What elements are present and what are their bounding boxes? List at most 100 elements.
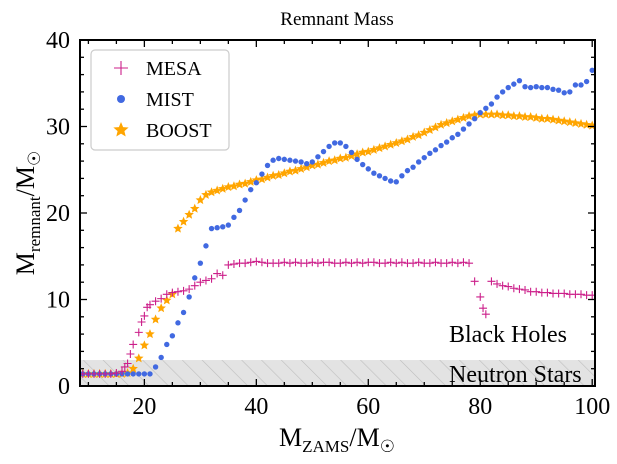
annotation-neutron-stars: Neutron Stars bbox=[449, 362, 582, 388]
point-boost bbox=[262, 172, 273, 182]
point-boost bbox=[520, 111, 530, 122]
point-mist bbox=[550, 86, 556, 93]
point-boost bbox=[139, 340, 150, 350]
point-mesa bbox=[117, 367, 126, 376]
y-axis-label: Mremnant/M☉ bbox=[11, 151, 44, 275]
point-mist bbox=[147, 371, 153, 377]
point-mesa bbox=[459, 258, 468, 267]
point-mist bbox=[309, 159, 316, 165]
point-mist bbox=[555, 87, 562, 93]
point-boost bbox=[509, 111, 519, 121]
point-mist bbox=[141, 371, 148, 377]
point-mist bbox=[264, 162, 271, 169]
legend-marker-mist bbox=[117, 95, 125, 103]
point-boost bbox=[285, 166, 295, 176]
chart-title: Remnant Mass bbox=[280, 9, 393, 30]
point-mesa bbox=[106, 369, 115, 378]
point-mesa bbox=[213, 269, 222, 278]
point-boost bbox=[184, 209, 194, 219]
point-mist bbox=[197, 260, 204, 266]
point-boost bbox=[190, 203, 200, 213]
annotation-black-holes: Black Holes bbox=[449, 322, 567, 348]
point-mist bbox=[175, 320, 181, 326]
point-mesa bbox=[386, 258, 395, 267]
y-tick-label: 40 bbox=[46, 28, 70, 54]
point-boost bbox=[402, 134, 413, 144]
point-boost bbox=[128, 363, 138, 373]
point-boost bbox=[156, 303, 166, 313]
point-mesa bbox=[448, 258, 457, 267]
point-mist bbox=[320, 148, 327, 155]
point-boost bbox=[178, 216, 189, 226]
point-mist bbox=[460, 126, 467, 132]
point-mist bbox=[225, 222, 232, 228]
point-boost bbox=[279, 168, 290, 178]
legend-box bbox=[90, 49, 230, 151]
point-boost bbox=[425, 124, 435, 135]
point-mist bbox=[561, 90, 567, 96]
point-mesa bbox=[313, 259, 322, 268]
point-boost bbox=[145, 329, 155, 339]
point-boost bbox=[408, 131, 418, 141]
point-boost bbox=[542, 113, 553, 123]
point-mist bbox=[505, 84, 511, 91]
point-mesa bbox=[336, 259, 345, 268]
point-boost bbox=[458, 112, 469, 122]
point-mesa bbox=[137, 317, 146, 326]
y-tick-label: 10 bbox=[46, 288, 70, 314]
point-mesa bbox=[302, 259, 311, 268]
point-mist bbox=[382, 175, 388, 182]
point-mist bbox=[332, 140, 338, 146]
point-mist bbox=[589, 67, 595, 73]
x-tick-label: 100 bbox=[574, 394, 610, 420]
point-boost bbox=[195, 195, 206, 205]
point-mesa bbox=[493, 279, 502, 288]
point-mesa bbox=[481, 310, 490, 319]
point-boost bbox=[503, 110, 513, 120]
point-boost bbox=[553, 115, 564, 125]
point-mesa bbox=[353, 258, 362, 267]
point-mesa bbox=[241, 259, 250, 268]
point-mesa bbox=[392, 259, 401, 268]
point-mist bbox=[343, 143, 349, 150]
neutron-star-band bbox=[80, 360, 595, 386]
point-mesa bbox=[442, 259, 451, 268]
point-mesa bbox=[207, 274, 216, 283]
point-boost bbox=[576, 118, 586, 128]
point-mesa bbox=[476, 292, 485, 301]
point-boost bbox=[329, 155, 340, 165]
point-mist bbox=[539, 84, 545, 91]
point-boost bbox=[134, 353, 144, 363]
point-boost bbox=[497, 110, 508, 120]
point-mist bbox=[387, 178, 394, 184]
point-boost bbox=[313, 159, 323, 169]
point-boost bbox=[441, 118, 452, 128]
point-mist bbox=[455, 131, 461, 137]
point-mist bbox=[203, 243, 209, 249]
series-mist bbox=[80, 67, 595, 377]
point-mist bbox=[231, 214, 237, 221]
point-mist bbox=[544, 84, 551, 91]
point-mist bbox=[516, 77, 523, 84]
point-mesa bbox=[162, 290, 171, 299]
point-boost bbox=[307, 160, 318, 170]
point-mesa bbox=[179, 286, 188, 295]
point-boost bbox=[369, 144, 379, 154]
y-tick-label: 0 bbox=[58, 374, 70, 400]
x-tick-label: 80 bbox=[468, 394, 492, 420]
point-mist bbox=[169, 333, 176, 339]
point-boost bbox=[469, 110, 480, 120]
point-mist bbox=[259, 171, 265, 177]
x-tick-label: 20 bbox=[132, 394, 156, 420]
point-mesa bbox=[543, 288, 552, 297]
point-mist bbox=[371, 170, 377, 176]
point-mesa bbox=[431, 258, 440, 267]
point-mist bbox=[499, 89, 506, 95]
point-mesa bbox=[274, 259, 283, 268]
point-mist bbox=[393, 179, 399, 185]
point-mesa bbox=[112, 369, 121, 378]
point-mist bbox=[164, 341, 170, 348]
point-mesa bbox=[252, 257, 261, 266]
point-mist bbox=[567, 89, 573, 95]
